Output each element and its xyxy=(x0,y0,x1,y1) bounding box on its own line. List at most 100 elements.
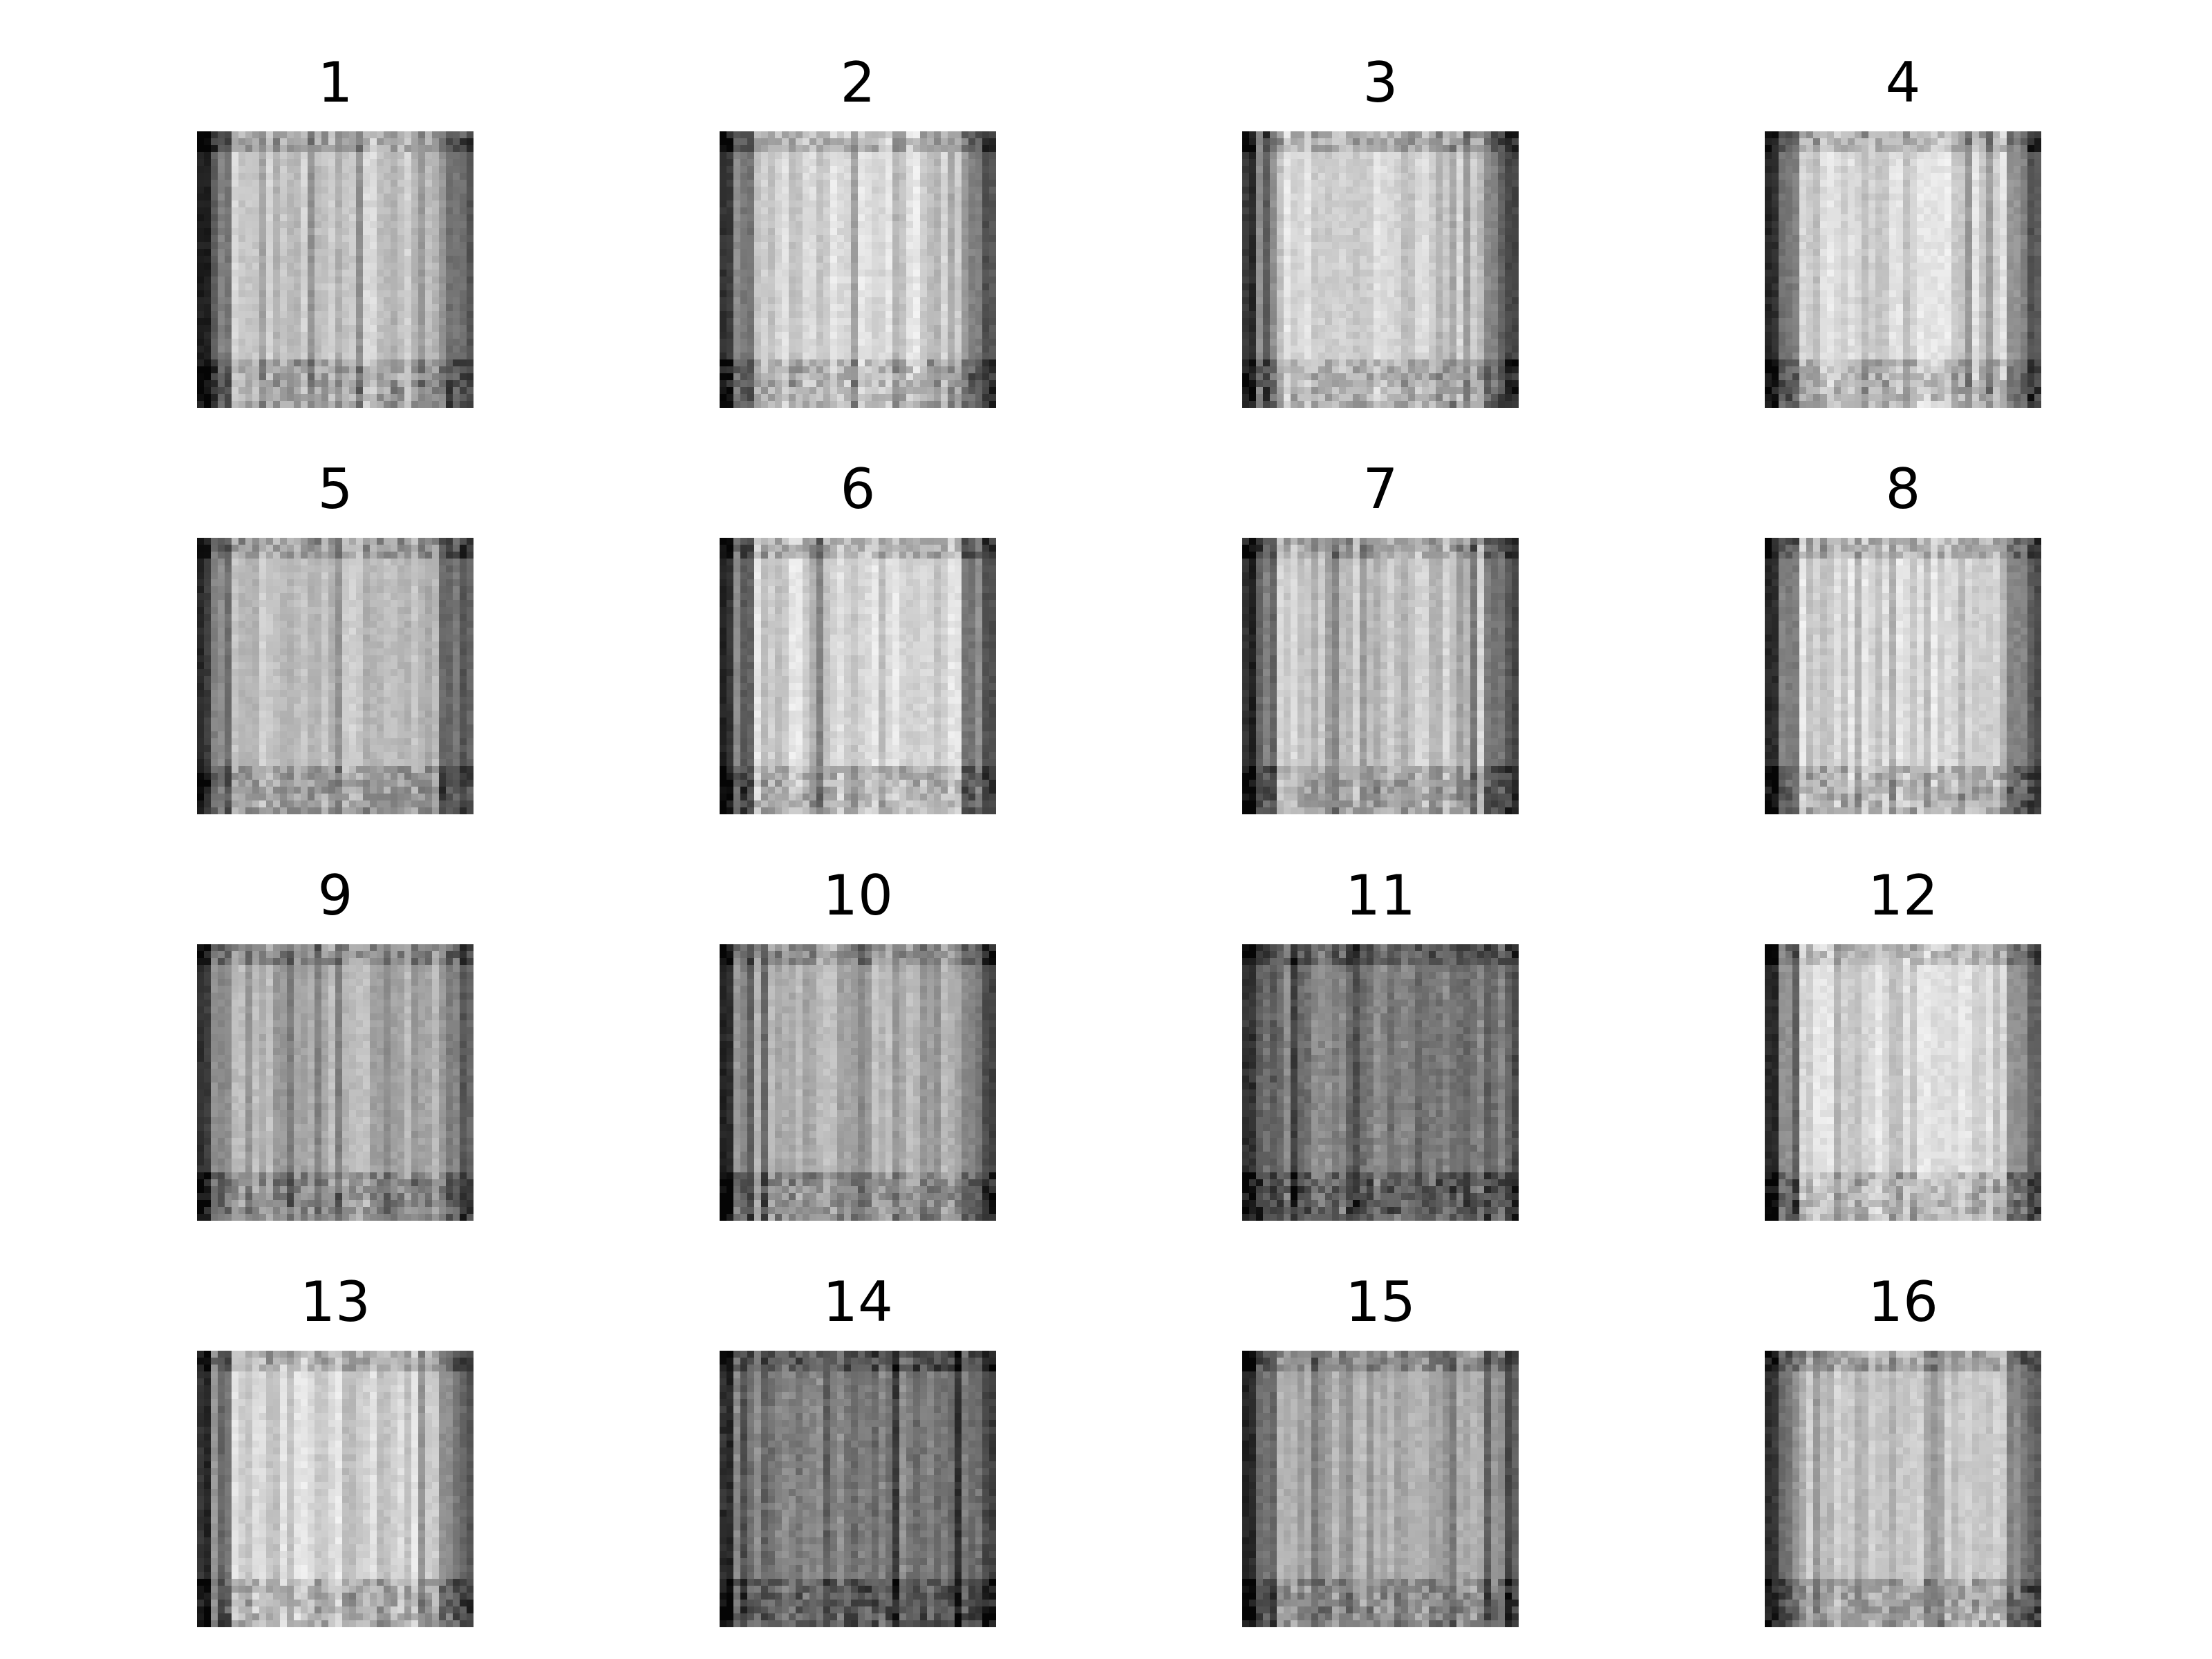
pixel xyxy=(328,242,335,249)
pixel xyxy=(1318,131,1325,138)
pixel xyxy=(899,276,906,283)
pixel xyxy=(1339,380,1346,387)
pixel xyxy=(906,235,913,242)
pixel xyxy=(404,373,411,380)
pixel xyxy=(1401,159,1408,166)
pixel xyxy=(1484,283,1491,290)
pixel xyxy=(259,187,266,194)
pixel xyxy=(989,387,996,394)
pixel xyxy=(975,270,982,276)
pixel xyxy=(384,263,391,270)
pixel xyxy=(432,339,439,346)
pixel xyxy=(1353,339,1360,346)
pixel xyxy=(872,214,879,221)
pixel xyxy=(761,228,768,235)
pixel xyxy=(1456,256,1463,263)
pixel xyxy=(1277,387,1284,394)
pixel xyxy=(1297,359,1304,366)
pixel xyxy=(460,194,467,200)
pixel xyxy=(775,173,782,180)
pixel xyxy=(823,276,830,283)
pixel xyxy=(761,339,768,346)
pixel xyxy=(1284,290,1291,297)
pixel xyxy=(370,166,377,173)
pixel xyxy=(989,221,996,228)
pixel xyxy=(1318,263,1325,270)
pixel xyxy=(245,359,252,366)
pixel xyxy=(328,373,335,380)
pixel xyxy=(892,200,899,207)
pixel xyxy=(1456,318,1463,325)
pixel xyxy=(1422,152,1429,159)
pixel xyxy=(467,221,474,228)
pixel xyxy=(830,235,837,242)
pixel xyxy=(803,373,809,380)
pixel xyxy=(439,207,446,214)
pixel xyxy=(342,373,349,380)
pixel xyxy=(1484,221,1491,228)
pixel xyxy=(720,166,727,173)
pixel xyxy=(844,311,851,318)
pixel xyxy=(439,221,446,228)
pixel xyxy=(975,166,982,173)
pixel xyxy=(1367,173,1374,180)
pixel xyxy=(830,180,837,187)
pixel xyxy=(397,138,404,145)
pixel xyxy=(989,380,996,387)
pixel xyxy=(1325,290,1332,297)
pixel xyxy=(397,152,404,159)
pixel xyxy=(1318,311,1325,318)
pixel xyxy=(1291,235,1297,242)
pixel xyxy=(1325,394,1332,401)
pixel xyxy=(754,276,761,283)
pixel xyxy=(225,242,232,249)
pixel xyxy=(1477,373,1484,380)
pixel xyxy=(1311,194,1318,200)
pixel xyxy=(404,366,411,373)
pixel xyxy=(740,373,747,380)
pixel xyxy=(733,332,740,339)
pixel xyxy=(252,194,259,200)
pixel xyxy=(1249,152,1256,159)
pixel xyxy=(342,366,349,373)
pixel xyxy=(1367,353,1374,359)
pixel xyxy=(1249,290,1256,297)
pixel xyxy=(1401,194,1408,200)
pixel xyxy=(1456,290,1463,297)
pixel xyxy=(370,394,377,401)
pixel xyxy=(830,297,837,304)
pixel xyxy=(266,159,273,166)
pixel xyxy=(761,159,768,166)
pixel xyxy=(232,263,238,270)
pixel xyxy=(796,145,803,152)
pixel xyxy=(1415,290,1422,297)
pixel xyxy=(273,401,280,408)
pixel xyxy=(301,159,308,166)
pixel xyxy=(913,221,920,228)
pixel xyxy=(273,145,280,152)
pixel xyxy=(962,159,968,166)
pixel xyxy=(404,297,411,304)
pixel xyxy=(879,166,885,173)
pixel xyxy=(301,166,308,173)
pixel xyxy=(1263,187,1270,194)
pixel xyxy=(975,283,982,290)
pixel xyxy=(425,166,432,173)
pixel xyxy=(1512,131,1519,138)
pixel xyxy=(1318,138,1325,145)
pixel xyxy=(782,194,789,200)
pixel xyxy=(1339,394,1346,401)
pixel xyxy=(955,366,962,373)
pixel xyxy=(1401,173,1408,180)
pixel xyxy=(238,207,245,214)
pixel xyxy=(1263,304,1270,311)
pixel xyxy=(761,145,768,152)
pixel xyxy=(1443,394,1450,401)
pixel xyxy=(816,221,823,228)
pixel xyxy=(789,290,796,297)
pixel xyxy=(1256,373,1263,380)
pixel xyxy=(377,311,384,318)
pixel xyxy=(232,131,238,138)
pixel xyxy=(851,180,858,187)
pixel xyxy=(1325,339,1332,346)
